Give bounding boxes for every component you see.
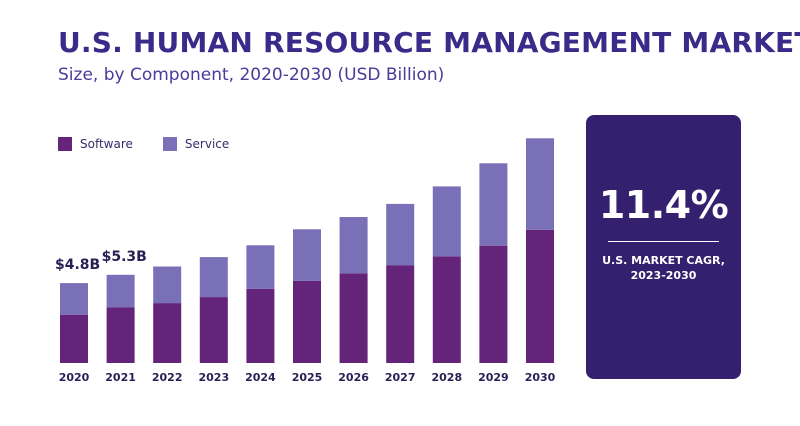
chart-title: U.S. HUMAN RESOURCE MANAGEMENT MARKET <box>58 26 800 59</box>
cagr-label-line1: U.S. MARKET CAGR, <box>602 254 725 267</box>
legend-item-service: Service <box>162 137 230 151</box>
bar-service-2030 <box>526 138 554 230</box>
legend-item-software: Software <box>58 137 133 151</box>
x-tick-label-2021: 2021 <box>105 371 136 384</box>
bar-software-2021 <box>106 307 135 363</box>
bar-software-2030 <box>526 229 554 363</box>
bar-service-2025 <box>293 229 321 281</box>
legend-swatch-software <box>58 137 72 151</box>
bar-software-2022 <box>153 303 182 363</box>
bar-software-2028 <box>432 256 461 363</box>
cagr-label: U.S. MARKET CAGR, 2023-2030 <box>586 253 741 283</box>
bar-service-2026 <box>339 217 368 274</box>
x-tick-label-2020: 2020 <box>59 371 90 384</box>
bar-service-2027 <box>386 203 415 266</box>
x-tick-label-2022: 2022 <box>152 371 183 384</box>
bar-service-2023 <box>199 257 228 297</box>
data-label-2020: $4.8B <box>55 257 100 273</box>
bar-software-2029 <box>479 245 508 363</box>
data-label-2021: $5.3B <box>102 249 147 265</box>
x-tick-label-2026: 2026 <box>338 371 369 384</box>
x-tick-label-2024: 2024 <box>245 371 276 384</box>
x-tick-label-2025: 2025 <box>292 371 323 384</box>
bar-service-2020 <box>60 283 88 315</box>
cagr-value: 11.4% <box>598 183 729 227</box>
chart-subtitle: Size, by Component, 2020-2030 (USD Billi… <box>58 65 445 85</box>
bar-software-2024 <box>246 288 275 363</box>
bar-service-2029 <box>479 163 508 246</box>
bar-software-2025 <box>293 280 321 363</box>
legend-swatch-service <box>162 137 177 151</box>
x-tick-label-2028: 2028 <box>431 371 462 384</box>
bar-software-2023 <box>199 297 228 363</box>
bar-service-2024 <box>246 245 275 289</box>
bar-software-2026 <box>339 273 368 363</box>
bar-software-2020 <box>60 314 88 363</box>
cagr-panel: 11.4% U.S. MARKET CAGR, 2023-2030 <box>586 115 741 379</box>
legend: Software Service <box>58 137 259 151</box>
x-tick-label-2023: 2023 <box>198 371 229 384</box>
bar-software-2027 <box>386 265 415 363</box>
legend-label-service: Service <box>184 137 230 151</box>
x-tick-label-2030: 2030 <box>525 371 556 384</box>
bar-service-2028 <box>432 186 461 257</box>
bar-service-2021 <box>106 274 135 308</box>
bar-service-2022 <box>153 266 182 304</box>
cagr-divider <box>608 241 719 242</box>
x-tick-label-2027: 2027 <box>385 371 416 384</box>
x-tick-label-2029: 2029 <box>478 371 509 384</box>
cagr-label-line2: 2023-2030 <box>630 269 697 282</box>
legend-label-software: Software <box>80 137 133 151</box>
